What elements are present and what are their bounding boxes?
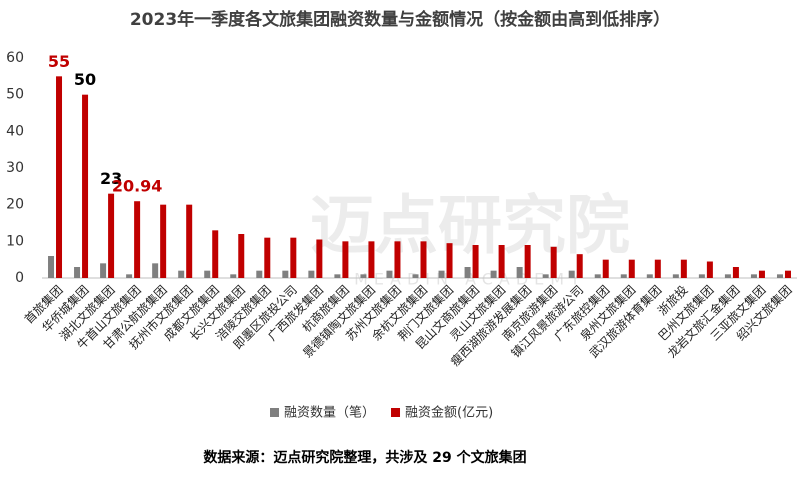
y-tick-label: 10: [6, 233, 24, 249]
watermark: 迈点研究院: [310, 190, 630, 264]
bar: [134, 201, 141, 278]
bar: [204, 270, 211, 278]
bar: [784, 270, 791, 278]
bar: [438, 270, 445, 278]
bar: [472, 245, 479, 278]
bar: [498, 245, 505, 278]
bar: [290, 237, 297, 278]
y-tick-label: 50: [6, 87, 24, 103]
watermark-sub: MEADIN ACADEMY: [354, 270, 586, 289]
bar: [750, 274, 757, 278]
legend-label: 融资数量（笔）: [284, 405, 375, 421]
bar: [160, 204, 167, 278]
bar: [550, 246, 557, 278]
bar: [230, 274, 237, 278]
y-tick-label: 40: [6, 123, 24, 139]
data-label: 20.94: [112, 177, 163, 196]
bar: [628, 259, 635, 278]
y-tick-label: 20: [6, 197, 24, 213]
bar: [100, 263, 107, 278]
bar: [412, 274, 419, 278]
data-label: 50: [74, 70, 96, 89]
bar: [516, 267, 523, 278]
bar: [776, 274, 783, 278]
bar: [308, 270, 315, 278]
source-note: 数据来源：迈点研究院整理，共涉及 29 个文旅集团: [203, 449, 526, 466]
bar: [82, 94, 89, 279]
y-tick-label: 60: [6, 50, 24, 66]
bar: [334, 274, 341, 278]
bar: [602, 259, 609, 278]
bar: [56, 76, 63, 278]
legend-label: 融资金额(亿元): [405, 405, 493, 421]
legend-swatch: [270, 408, 279, 417]
bar: [342, 241, 349, 278]
bar: [672, 274, 679, 278]
bar: [386, 270, 393, 278]
bar: [446, 243, 453, 278]
bar: [576, 254, 583, 278]
bar: [360, 274, 367, 278]
data-label: 23: [100, 169, 122, 188]
bar: [594, 274, 601, 278]
bar: [368, 241, 375, 278]
bar: [620, 274, 627, 278]
bar: [420, 241, 427, 278]
bar: [490, 270, 497, 278]
bar: [706, 261, 713, 278]
bar: [464, 267, 471, 278]
bar: [264, 237, 271, 278]
bar: [212, 230, 219, 278]
bar: [152, 263, 159, 278]
bar: [126, 274, 133, 278]
bar: [186, 204, 193, 278]
bar: [732, 267, 739, 278]
bar: [316, 239, 323, 278]
bar: [758, 270, 765, 278]
bar: [108, 193, 115, 278]
chart-title: 2023年一季度各文旅集团融资数量与金额情况（按金额由高到低排序）: [130, 9, 670, 30]
bar: [256, 270, 263, 278]
y-tick-label: 30: [6, 160, 24, 176]
bar: [178, 270, 185, 278]
bar: [646, 274, 653, 278]
bar: [680, 259, 687, 278]
bar: [724, 274, 731, 278]
legend-swatch: [391, 408, 401, 417]
bar: [524, 245, 531, 278]
bar: [542, 274, 549, 278]
bar: [48, 256, 55, 278]
bar: [282, 270, 289, 278]
data-label: 55: [48, 52, 70, 71]
y-tick-label: 0: [15, 270, 24, 286]
bar: [698, 274, 705, 278]
bar: [394, 241, 401, 278]
bar: [568, 270, 575, 278]
bar: [74, 267, 81, 278]
bar: [654, 259, 661, 278]
bar: [238, 234, 245, 278]
